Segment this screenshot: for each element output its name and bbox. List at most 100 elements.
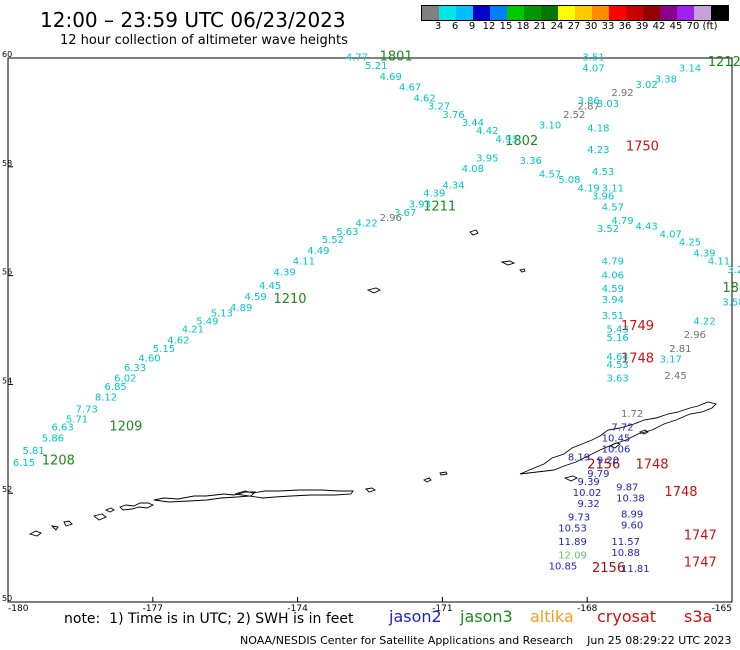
map-title: 12:00 – 23:59 UTC 06/23/2023 (40, 8, 346, 32)
wave-height-reading: 4.57 (539, 170, 561, 181)
wave-height-reading: 3.58 (722, 298, 740, 309)
wave-height-reading: 10.38 (616, 493, 645, 504)
color-swatch (643, 6, 660, 20)
pass-time-label: 1802 (505, 134, 538, 149)
lat-tick-label: 50 (2, 594, 12, 603)
lat-tick-label: 58 (2, 159, 12, 168)
color-swatch (456, 6, 473, 20)
pass-time-label: 2156 (587, 458, 620, 473)
wave-height-reading: 2.45 (664, 371, 686, 382)
wave-height-reading: 3.52 (597, 224, 619, 235)
wave-height-reading: 2.92 (611, 88, 633, 99)
aleutian-islands-east (234, 471, 448, 499)
legend-cryosat: cryosat (597, 607, 657, 626)
wave-height-reading: 4.89 (230, 303, 252, 314)
wave-height-reading: 5.08 (558, 175, 580, 186)
wave-height-reading: 4.60 (138, 354, 160, 365)
lon-tick-label: -168 (577, 604, 598, 614)
wave-height-reading: 4.34 (442, 181, 464, 192)
wave-height-reading: 4.53 (607, 360, 629, 371)
pass-time-label: 1747 (684, 528, 717, 543)
pass-time-label: 1211 (423, 199, 456, 214)
color-scale-tick: 12 (482, 21, 496, 32)
wave-height-reading: 9.39 (578, 477, 600, 488)
color-swatch (558, 6, 575, 20)
color-swatch (473, 6, 490, 20)
wave-height-reading: 3.76 (442, 110, 464, 121)
lon-tick-label: -177 (143, 604, 163, 614)
aleutian-islands-central (119, 491, 257, 511)
wave-height-reading: 4.64 (607, 352, 629, 363)
wave-height-reading: 4.49 (307, 246, 329, 257)
color-swatch (507, 6, 524, 20)
color-scale-tick: 18 (516, 21, 530, 32)
wave-height-reading: 8.99 (621, 510, 643, 521)
wave-height-reading: 5.81 (22, 446, 44, 457)
color-scale-legend (421, 5, 729, 21)
color-swatch (490, 6, 507, 20)
wave-height-reading: 4.21 (182, 325, 204, 336)
color-swatch (609, 6, 626, 20)
wave-height-reading: 4.23 (587, 145, 609, 156)
wave-height-reading: 10.88 (611, 548, 640, 559)
color-scale-tick: 9 (468, 21, 476, 32)
wave-height-reading: 2.96 (684, 330, 706, 341)
map-frame (7, 57, 733, 603)
color-scale-tick: 39 (635, 21, 649, 32)
color-scale-tick: 70 (686, 21, 700, 32)
wave-height-reading: 5.86 (42, 434, 64, 445)
color-scale-tick: (ft) (702, 21, 718, 32)
color-scale-tick: 36 (618, 21, 632, 32)
legend-jason3: jason3 (460, 607, 513, 626)
wave-height-reading: 5.16 (607, 333, 629, 344)
wave-height-reading: 3.14 (679, 64, 701, 75)
pass-time-label: 1749 (621, 319, 654, 334)
aleutian-islands-west (28, 507, 115, 537)
wave-height-reading: 3.23 (727, 265, 740, 276)
color-swatch (541, 6, 558, 20)
wave-height-reading: 5.43 (607, 325, 629, 336)
pass-time-label: 2156 (592, 561, 625, 576)
color-swatch (422, 6, 439, 20)
wave-height-reading: 4.43 (635, 221, 657, 232)
wave-height-reading: 3.51 (602, 311, 624, 322)
wave-height-readings: 6.155.815.866.635.717.738.126.856.026.33… (13, 53, 740, 575)
wave-height-reading: 3.94 (602, 295, 624, 306)
wave-height-reading: 10.06 (602, 444, 631, 455)
credit-line: NOAA/NESDIS Center for Satellite Applica… (240, 634, 732, 647)
color-swatch (694, 6, 711, 20)
wave-height-reading: 4.07 (660, 230, 682, 241)
wave-height-reading: 4.79 (602, 257, 624, 268)
wave-height-reading: 3.44 (462, 118, 484, 129)
lat-tick-label: 56 (2, 268, 12, 277)
lon-tick-label: -174 (287, 604, 308, 614)
wave-height-reading: 4.25 (679, 238, 701, 249)
pribilof-and-bering-islands (366, 229, 526, 294)
wave-height-reading: 5.13 (211, 308, 233, 319)
graticule (7, 57, 733, 603)
color-scale-labels: 3 6 9 12 15 18 21 24 27 30 33 36 39 42 45 70 (ft) (421, 21, 740, 33)
wave-height-reading: 4.22 (693, 317, 715, 328)
wave-height-reading: 4.18 (587, 123, 609, 134)
wave-height-reading: 5.71 (66, 414, 88, 425)
wave-height-reading: 4.93 (495, 134, 517, 145)
wave-height-reading: 3.36 (520, 156, 542, 167)
wave-height-reading: 12.09 (558, 550, 587, 561)
wave-height-reading: 4.59 (602, 284, 624, 295)
pass-time-labels: 1208 1209 1210 1211 1212 1801 1802 1803 1749 1748… (42, 50, 740, 576)
wave-height-reading: 3.93 (409, 200, 431, 211)
pass-time-label: 1803 (722, 281, 740, 296)
wave-height-reading: 6.63 (51, 423, 73, 434)
color-scale-tick: 24 (550, 21, 564, 32)
wave-height-reading: 10.53 (558, 523, 587, 534)
pass-time-label: 1210 (273, 292, 306, 307)
unimak-islands (563, 429, 649, 482)
color-swatch (592, 6, 609, 20)
pass-time-label: 1748 (635, 458, 668, 473)
pass-time-label: 1750 (626, 139, 659, 154)
lon-tick-label: -171 (432, 604, 452, 614)
wave-height-reading: 4.39 (423, 189, 445, 200)
wave-height-reading: 4.67 (399, 83, 421, 94)
wave-height-reading: 9.87 (616, 482, 638, 493)
wave-height-reading: 8.12 (95, 393, 117, 404)
